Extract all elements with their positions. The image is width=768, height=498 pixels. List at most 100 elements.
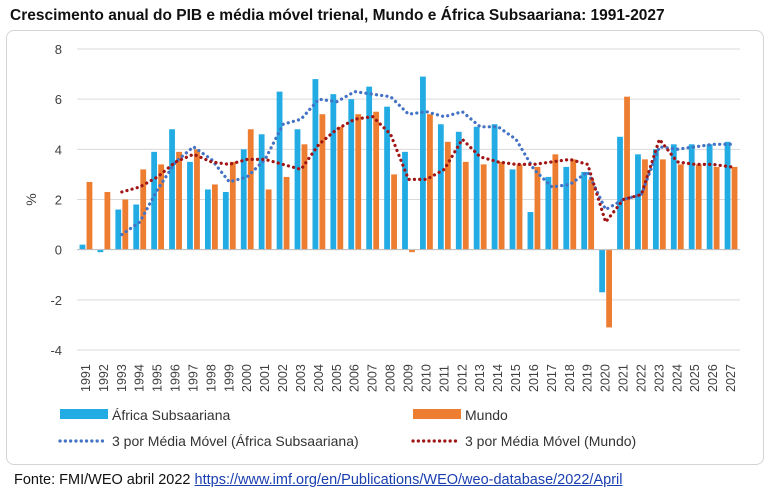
legend-label-ssa-ma: 3 por Média Móvel (África Subsaariana) — [112, 433, 359, 449]
bar-world — [462, 161, 469, 250]
bar-world — [606, 249, 613, 328]
legend: África Subsaariana Mundo 3 por Média Móv… — [58, 407, 636, 449]
x-tick-label: 1993 — [115, 364, 129, 392]
bar-ssa — [151, 151, 158, 250]
bar-ssa — [169, 129, 175, 250]
bar-ssa — [635, 154, 641, 250]
source-link[interactable]: https://www.imf.org/en/Publications/WEO/… — [194, 472, 623, 488]
bar-ssa — [294, 129, 301, 250]
bar-world — [444, 141, 451, 250]
bar-world — [247, 129, 254, 250]
legend-label-world: Mundo — [465, 407, 508, 423]
x-tick-label: 2009 — [402, 364, 416, 392]
x-tick-label: 2013 — [473, 364, 487, 392]
bar-ssa — [688, 144, 695, 250]
y-axis-ticks: -4 -2 0 2 4 6 8 — [50, 42, 62, 358]
x-tick-label: 1992 — [97, 364, 111, 392]
x-tick-label: 2015 — [509, 364, 523, 392]
x-tick-label: 1991 — [79, 364, 93, 392]
x-tick-label: 2025 — [688, 364, 702, 392]
bar-ssa — [115, 209, 122, 250]
bar-world — [158, 164, 165, 250]
bar-ssa — [384, 106, 390, 250]
bar-ssa — [724, 141, 731, 250]
x-tick-label: 2001 — [258, 364, 272, 392]
chart-title: Crescimento anual do PIB e média móvel t… — [10, 7, 665, 24]
y-tick-label: 8 — [55, 42, 62, 57]
x-tick-label: 1999 — [222, 364, 236, 392]
bar-ssa — [402, 151, 408, 250]
bar-ssa — [509, 169, 516, 250]
x-tick-label: 2020 — [599, 364, 613, 392]
x-tick-label: 2027 — [724, 364, 738, 392]
bar-ssa — [348, 99, 355, 250]
x-tick-label: 2003 — [294, 364, 308, 392]
bar-world — [373, 111, 380, 250]
bar-ssa — [420, 76, 426, 250]
bar-world — [409, 249, 415, 253]
bar-world — [677, 164, 684, 250]
bar-ssa — [240, 149, 247, 250]
bar-ssa — [437, 124, 444, 250]
bar-ssa — [187, 161, 193, 250]
bar-ssa — [545, 176, 552, 250]
bar-world — [498, 161, 505, 250]
bar-world — [731, 166, 738, 250]
x-tick-label: 2023 — [652, 364, 666, 392]
legend-swatch-world — [413, 409, 461, 419]
bar-world — [570, 159, 577, 250]
x-tick-label: 2006 — [348, 364, 362, 392]
bar-world — [552, 154, 559, 250]
x-tick-label: 1995 — [151, 364, 165, 392]
bar-ssa — [706, 144, 713, 250]
x-tick-label: 1998 — [204, 364, 218, 392]
x-tick-label: 2017 — [545, 364, 559, 392]
bar-ssa — [97, 249, 104, 253]
bar-world — [695, 164, 702, 250]
x-tick-label: 2000 — [240, 364, 254, 392]
x-tick-label: 2010 — [419, 364, 433, 392]
bar-ssa — [366, 86, 373, 250]
bar-world — [122, 199, 129, 250]
x-tick-label: 2026 — [706, 364, 720, 392]
bar-world — [588, 179, 595, 250]
line-world-moving-average — [120, 115, 733, 224]
bar-world — [301, 144, 308, 250]
x-tick-label: 2007 — [366, 364, 380, 392]
x-tick-label: 1997 — [186, 364, 200, 392]
bar-world — [642, 159, 648, 250]
bar-world — [624, 96, 630, 250]
x-tick-label: 2019 — [581, 364, 595, 392]
bar-world — [713, 166, 720, 250]
x-tick-label: 2005 — [330, 364, 344, 392]
bar-ssa — [258, 134, 265, 250]
x-tick-label: 2014 — [491, 364, 505, 392]
bar-ssa — [204, 189, 211, 250]
bar-world — [211, 184, 218, 250]
bar-world — [86, 181, 93, 250]
legend-label-world-ma: 3 por Média Móvel (Mundo) — [465, 433, 636, 449]
bar-ssa — [133, 204, 140, 250]
bar-ssa — [222, 191, 229, 250]
bar-world — [140, 169, 147, 250]
bar-world — [229, 161, 236, 250]
x-tick-label: 2021 — [617, 364, 631, 392]
bar-world — [516, 164, 523, 250]
moving-average-lines — [120, 89, 733, 237]
bar-world — [659, 159, 666, 250]
bar-world — [176, 151, 182, 250]
bar-ssa — [527, 212, 534, 250]
bar-ssa — [599, 249, 606, 293]
source-label: Fonte: FMI/WEO abril 2022 — [14, 472, 191, 488]
legend-swatch-ssa — [60, 409, 108, 419]
bar-ssa — [79, 244, 86, 250]
bar-ssa — [652, 149, 659, 250]
y-tick-label: -2 — [50, 293, 62, 308]
x-tick-label: 1994 — [133, 364, 147, 392]
bar-ssa — [276, 91, 283, 250]
bar-world — [427, 114, 433, 250]
bar-ssa — [617, 136, 623, 250]
bar-ssa — [491, 124, 498, 250]
bar-ssa — [581, 171, 588, 250]
bar-world — [194, 149, 200, 250]
